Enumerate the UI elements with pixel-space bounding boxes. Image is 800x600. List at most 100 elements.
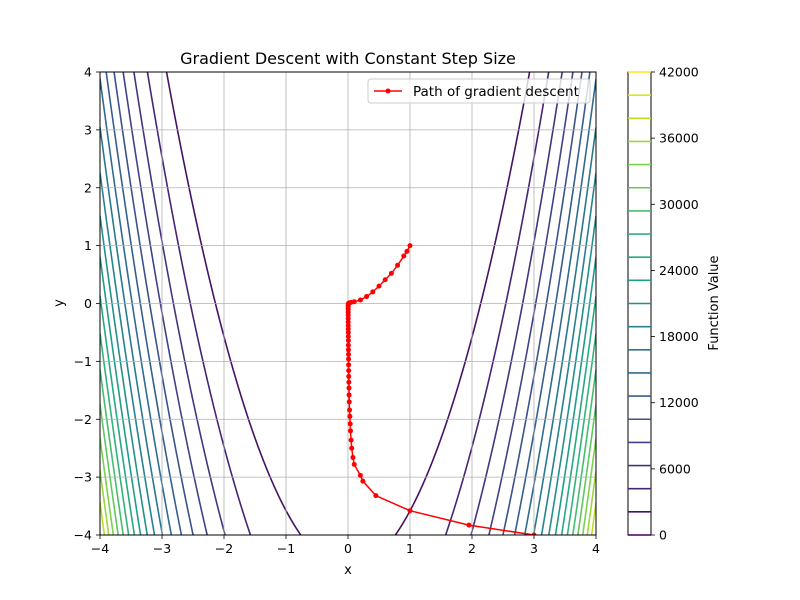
x-tick-label: −1 bbox=[277, 541, 295, 556]
path-point bbox=[345, 329, 351, 335]
y-tick-label: 0 bbox=[84, 296, 92, 311]
contour-line bbox=[100, 172, 596, 535]
path-point bbox=[348, 437, 354, 443]
y-tick-label: −1 bbox=[74, 354, 92, 369]
colorbar-ticks: 0 6000 12000 18000 24000 30000 36000 42000 bbox=[651, 65, 699, 543]
colorbar-tick-label: 0 bbox=[659, 528, 667, 543]
path-point bbox=[360, 478, 366, 484]
path-point bbox=[407, 508, 413, 514]
path-point bbox=[346, 379, 352, 385]
path-point bbox=[382, 277, 388, 283]
path-point bbox=[388, 270, 394, 276]
path-point bbox=[395, 262, 401, 268]
y-tick-label: −2 bbox=[74, 412, 92, 427]
path-point bbox=[357, 472, 363, 478]
colorbar-tick-label: 30000 bbox=[659, 197, 699, 212]
path-point bbox=[346, 385, 352, 391]
contour-line bbox=[100, 78, 596, 535]
path-point bbox=[351, 461, 357, 467]
path-point bbox=[345, 316, 351, 322]
path-point bbox=[401, 253, 407, 259]
path-point bbox=[347, 421, 353, 427]
y-tick-label: −3 bbox=[74, 470, 92, 485]
path-point bbox=[346, 392, 352, 398]
x-tick-label: −4 bbox=[91, 541, 109, 556]
path-point bbox=[351, 299, 357, 305]
colorbar-tick-label: 18000 bbox=[659, 329, 699, 344]
contour-line bbox=[100, 215, 596, 535]
path-point bbox=[373, 493, 379, 499]
contour-line bbox=[133, 72, 563, 535]
path-point bbox=[350, 454, 356, 460]
contour-line bbox=[100, 470, 596, 535]
y-tick-label: 4 bbox=[84, 65, 92, 80]
descent-path bbox=[345, 243, 537, 535]
path-point bbox=[357, 297, 363, 303]
x-tick-label: 1 bbox=[406, 541, 414, 556]
path-point bbox=[345, 342, 351, 348]
x-tick-label: 4 bbox=[592, 541, 600, 556]
path-point bbox=[345, 319, 351, 325]
path-point bbox=[346, 399, 352, 405]
colorbar-tick-label: 42000 bbox=[659, 65, 699, 80]
path-point bbox=[370, 289, 376, 295]
contour-line bbox=[100, 404, 596, 535]
legend: Path of gradient descent bbox=[367, 78, 591, 104]
path-point bbox=[349, 445, 355, 451]
colorbar-tick-label: 6000 bbox=[659, 461, 691, 476]
x-tick-label: −3 bbox=[153, 541, 171, 556]
path-point bbox=[345, 326, 351, 332]
path-point bbox=[466, 522, 472, 528]
colorbar-label: Function Value bbox=[707, 255, 722, 350]
path-point bbox=[407, 243, 413, 249]
y-tick-label: 2 bbox=[84, 180, 92, 195]
path-point bbox=[345, 347, 351, 353]
contour-line bbox=[105, 72, 591, 535]
path-point bbox=[376, 283, 382, 289]
y-tick-label: 3 bbox=[84, 122, 92, 137]
contour-line bbox=[100, 502, 596, 535]
path-point bbox=[346, 368, 352, 374]
colorbar-tick-label: 36000 bbox=[659, 131, 699, 146]
y-tick-label: −4 bbox=[74, 528, 92, 543]
plot-area bbox=[99, 71, 597, 536]
contour-line bbox=[100, 256, 596, 535]
colorbar: 0 6000 12000 18000 24000 30000 36000 42000 Func… bbox=[627, 65, 722, 543]
path-point bbox=[404, 248, 410, 254]
x-axis: −4 −3 −2 −1 0 1 2 3 4 bbox=[91, 535, 600, 556]
contour-line bbox=[113, 72, 583, 535]
path-point bbox=[347, 428, 353, 434]
path-point bbox=[345, 333, 351, 339]
chart-title: Gradient Descent with Constant Step Size bbox=[180, 49, 516, 68]
y-tick-label: 1 bbox=[84, 238, 92, 253]
x-axis-label: x bbox=[344, 563, 352, 578]
path-point bbox=[346, 373, 352, 379]
y-axis-label: y bbox=[52, 299, 67, 307]
path-point bbox=[347, 413, 353, 419]
x-tick-label: −2 bbox=[215, 541, 233, 556]
path-point bbox=[346, 356, 352, 362]
y-axis: −4 −3 −2 −1 0 1 2 3 4 bbox=[74, 65, 100, 543]
x-tick-label: 2 bbox=[468, 541, 476, 556]
path-point bbox=[347, 407, 353, 413]
contour-lines bbox=[100, 72, 596, 535]
contour-line bbox=[100, 437, 596, 535]
colorbar-tick-label: 24000 bbox=[659, 263, 699, 278]
contour-line bbox=[100, 369, 596, 535]
legend-label: Path of gradient descent bbox=[413, 84, 579, 100]
path-point bbox=[345, 351, 351, 357]
path-point bbox=[364, 294, 370, 300]
path-point bbox=[345, 322, 351, 328]
legend-marker bbox=[385, 88, 391, 94]
path-point bbox=[345, 338, 351, 344]
contour-line bbox=[100, 333, 596, 535]
colorbar-levels bbox=[628, 71, 651, 536]
colorbar-tick-label: 12000 bbox=[659, 395, 699, 410]
contour-line bbox=[165, 72, 531, 535]
path-point bbox=[531, 532, 537, 535]
contour-line bbox=[122, 72, 574, 535]
legend-box bbox=[367, 78, 591, 104]
path-point bbox=[346, 362, 352, 368]
x-tick-label: 3 bbox=[530, 541, 538, 556]
